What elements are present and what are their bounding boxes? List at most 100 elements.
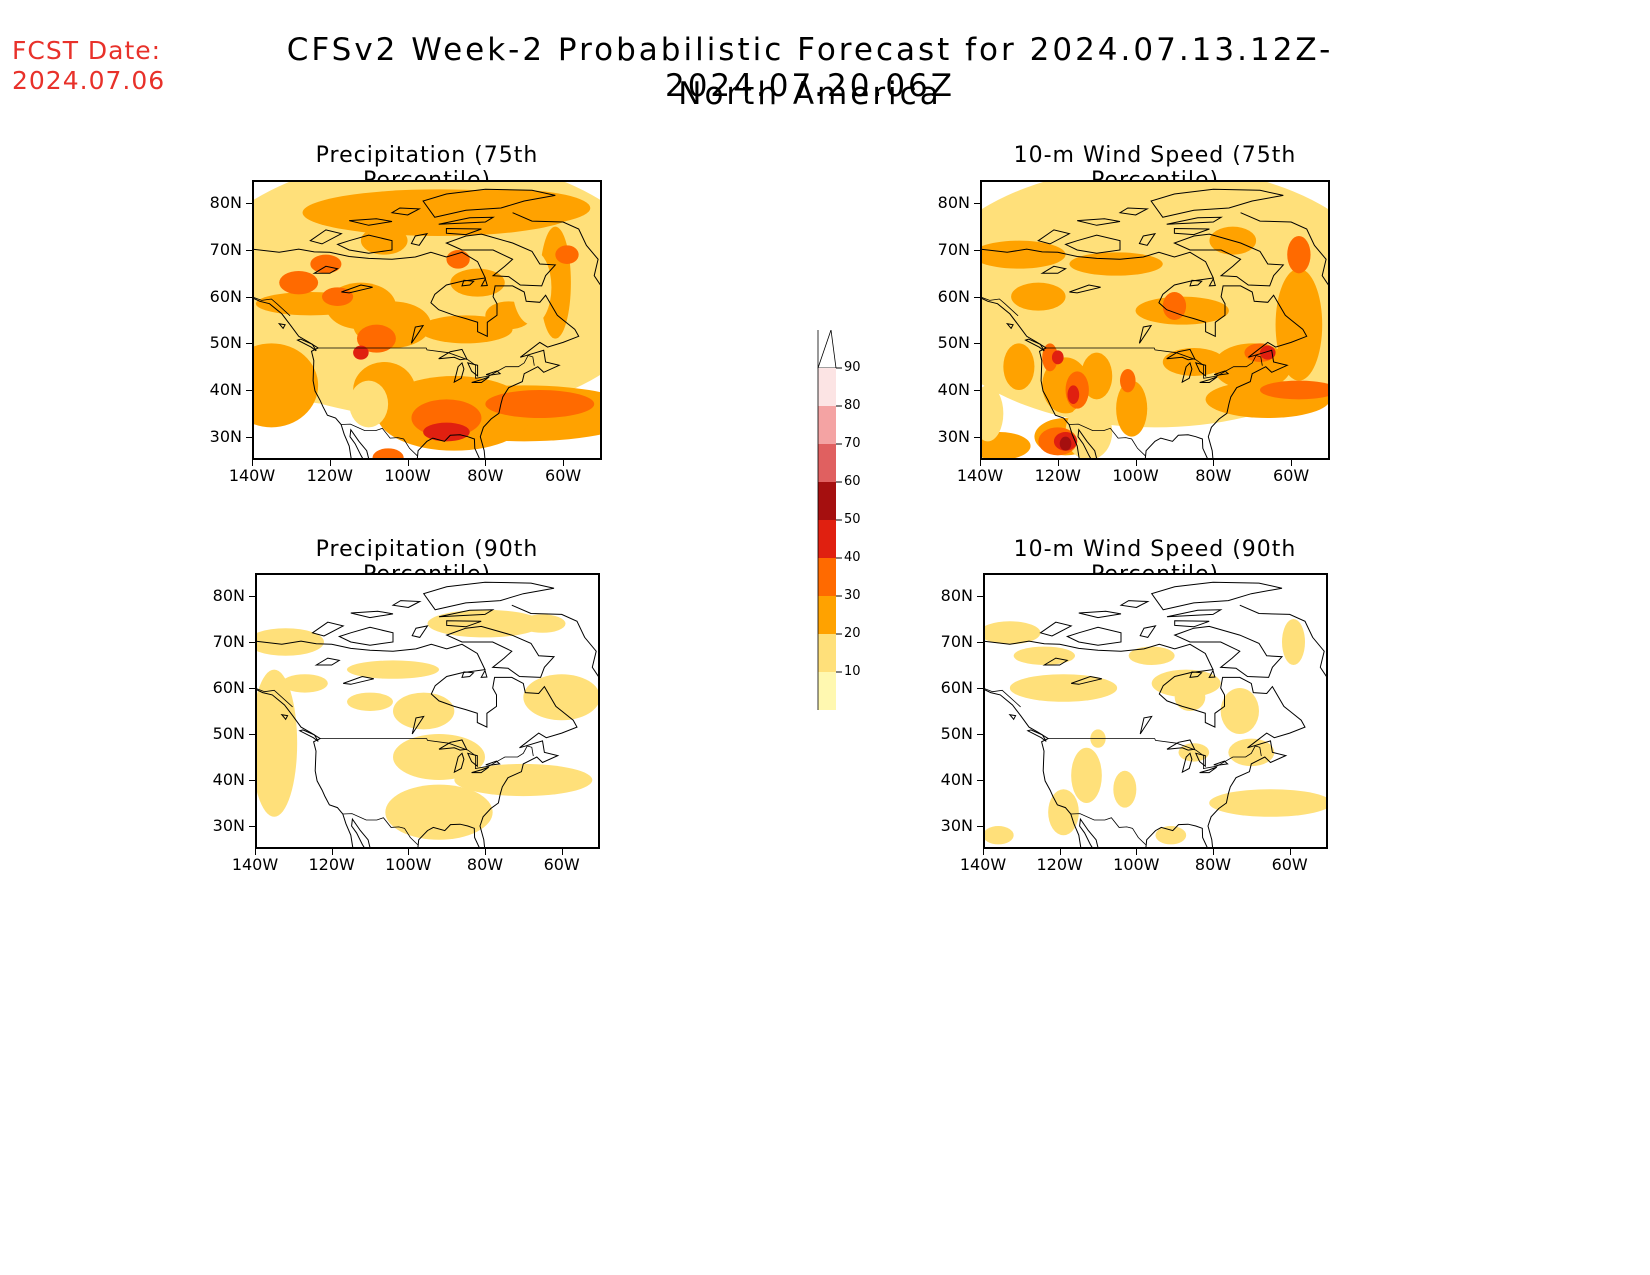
lake-outline	[1199, 376, 1218, 383]
map-frame	[980, 180, 1330, 460]
latitude-label: 40N	[212, 770, 245, 789]
latitude-label: 30N	[937, 426, 970, 446]
longitude-label: 120W	[308, 855, 355, 874]
lake-outline	[1166, 348, 1196, 361]
probability-contour	[393, 692, 455, 730]
probability-contour	[255, 669, 298, 817]
longitude-label: 60W	[545, 466, 582, 485]
island-outline	[1005, 322, 1014, 330]
island-outline	[480, 277, 488, 287]
longitude-tick	[1057, 460, 1059, 466]
probability-contour	[1151, 669, 1221, 698]
lake-outline	[1181, 752, 1193, 774]
probability-contour	[980, 385, 1004, 442]
island-outline	[391, 600, 422, 609]
lake-outline	[1040, 265, 1067, 274]
longitude-tick	[1135, 460, 1137, 466]
colorbar-swatch	[818, 368, 836, 406]
latitude-tick	[974, 390, 980, 391]
coastline	[255, 640, 578, 849]
lake-outline	[438, 739, 468, 751]
probability-contour	[1128, 646, 1175, 665]
longitude-label: 120W	[306, 466, 353, 485]
probability-contour	[454, 763, 593, 797]
colorbar-label: 40	[844, 550, 861, 565]
latitude-tick	[249, 826, 255, 827]
probability-contour	[322, 287, 354, 306]
island-outline	[280, 714, 289, 721]
map-field	[980, 180, 1330, 460]
longitude-tick	[331, 849, 333, 855]
country-border	[1048, 738, 1262, 769]
island-outline	[410, 232, 429, 246]
lake-outline	[1139, 715, 1153, 735]
probability-contour	[1275, 268, 1323, 381]
island-outline	[445, 625, 556, 678]
latitude-label: 50N	[209, 333, 242, 353]
country-border	[320, 738, 534, 769]
lake-outline	[1042, 657, 1069, 666]
probability-contour	[419, 189, 591, 227]
probability-contour	[485, 390, 595, 418]
probability-contour	[446, 250, 470, 269]
probability-contour	[450, 268, 505, 297]
longitude-label: 60W	[1273, 466, 1310, 485]
colorbar-swatch	[818, 558, 836, 596]
latitude-tick	[246, 250, 252, 251]
probability-contour	[1282, 619, 1305, 665]
longitude-label: 100W	[1113, 855, 1160, 874]
longitude-tick	[1289, 849, 1291, 855]
lake-outline	[453, 361, 465, 384]
latitude-tick	[977, 642, 983, 643]
island-outline	[422, 581, 555, 611]
island-outline	[1024, 338, 1045, 352]
colorbar-swatch	[818, 482, 836, 520]
latitude-label: 30N	[212, 816, 245, 835]
island-outline	[1208, 669, 1216, 678]
probability-contour	[1067, 385, 1080, 404]
colorbar-swatch	[818, 444, 836, 482]
lake-outline	[485, 760, 501, 766]
probability-contour	[281, 674, 328, 693]
latitude-label: 60N	[212, 678, 245, 697]
lake-outline	[314, 657, 341, 666]
map-frame	[252, 180, 602, 460]
longitude-label: 80W	[1194, 855, 1232, 874]
island-outline	[1065, 626, 1122, 646]
latitude-tick	[977, 826, 983, 827]
island-outline	[1008, 714, 1017, 721]
longitude-tick	[329, 460, 331, 466]
probability-contour	[423, 422, 470, 442]
lake-outline	[1069, 284, 1101, 294]
island-outline	[1026, 729, 1047, 742]
probability-contour	[1162, 292, 1187, 320]
probability-contour	[1065, 404, 1113, 460]
island-outline	[1118, 207, 1150, 216]
longitude-tick	[255, 849, 256, 855]
probability-contour	[279, 271, 319, 295]
latitude-tick	[249, 596, 255, 597]
island-outline	[1208, 277, 1216, 287]
longitude-tick	[561, 849, 563, 855]
island-outline	[1173, 625, 1284, 678]
island-outline	[311, 621, 345, 637]
island-outline	[1077, 218, 1121, 226]
island-outline	[277, 322, 286, 330]
island-outline	[445, 227, 482, 236]
longitude-label: 80W	[1195, 466, 1232, 485]
lake-outline	[343, 675, 374, 685]
colorbar-label: 50	[844, 512, 861, 527]
longitude-label: 100W	[1112, 466, 1159, 485]
lake-outline	[411, 715, 425, 735]
probability-contour	[1220, 688, 1259, 734]
forecast-date-value: 2024.07.06	[12, 66, 166, 95]
probability-contour	[1013, 646, 1075, 665]
latitude-label: 30N	[940, 816, 973, 835]
longitude-label: 60W	[1271, 855, 1308, 874]
latitude-tick	[977, 734, 983, 735]
latitude-tick	[246, 436, 252, 438]
longitude-tick	[563, 460, 565, 466]
longitude-label: 80W	[466, 855, 504, 874]
probability-contour	[1260, 345, 1276, 360]
latitude-tick	[246, 296, 252, 298]
